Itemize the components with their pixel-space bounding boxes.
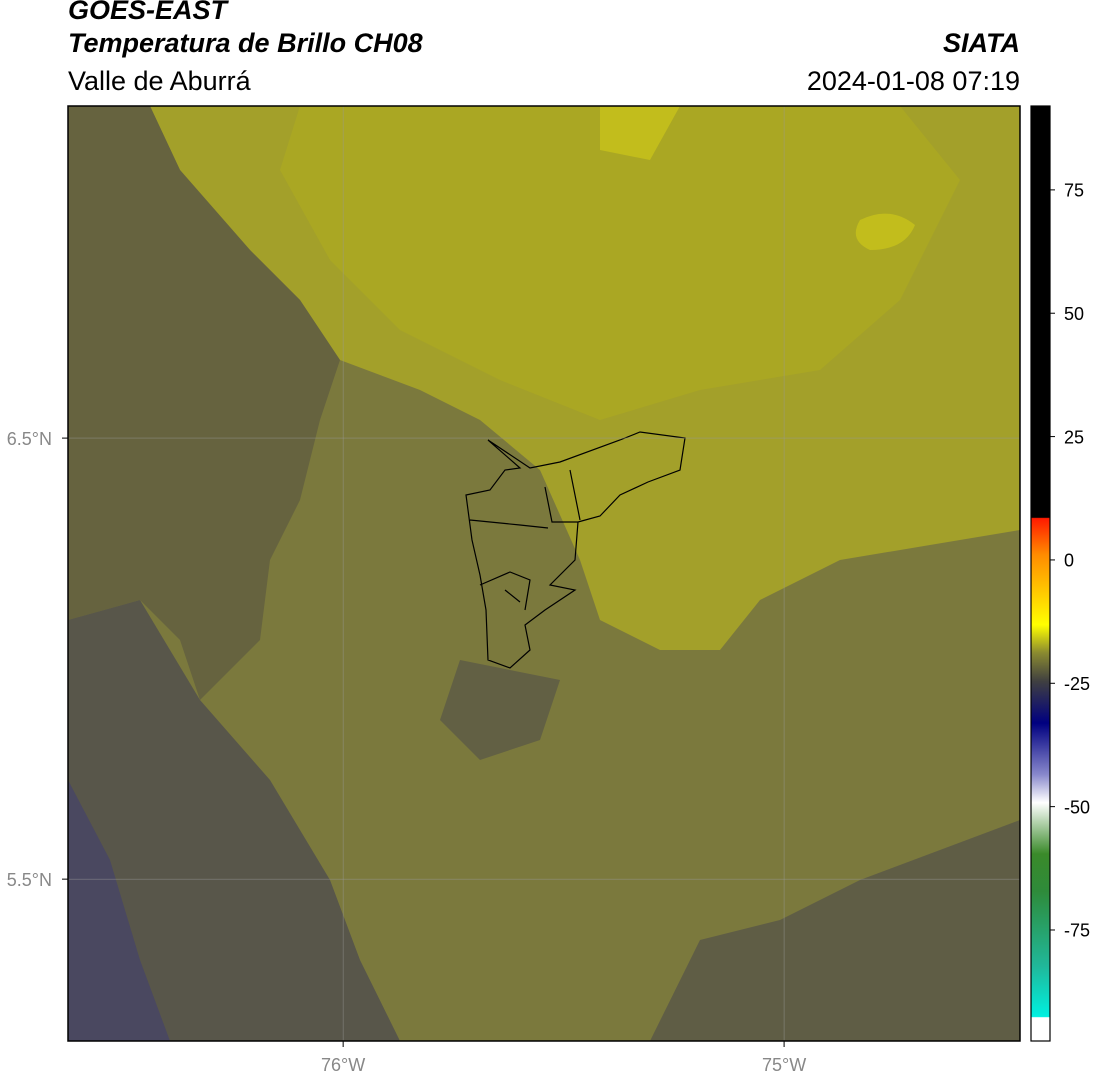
colorbar-tick-label: -75 <box>1064 921 1090 941</box>
colorbar-tick-label: -25 <box>1064 674 1090 694</box>
lon-tick-label: 76°W <box>321 1055 365 1075</box>
colorbar-tick-label: 75 <box>1064 181 1084 201</box>
map <box>68 106 1020 1041</box>
lon-tick-label: 75°W <box>762 1055 806 1075</box>
subtitle: Temperatura de Brillo CH08 <box>68 28 423 58</box>
datetime: 2024-01-08 07:19 <box>807 66 1020 96</box>
colorbar-tick-label: 50 <box>1064 304 1084 324</box>
colorbar <box>1030 105 1051 1042</box>
source: SIATA <box>943 28 1020 58</box>
hot-spots <box>600 106 915 250</box>
cold-region <box>68 600 400 1041</box>
cool-region <box>68 106 340 700</box>
colorbar-tick-label: 0 <box>1064 551 1074 571</box>
colorbar-tick-label: -50 <box>1064 797 1090 817</box>
coldest-region <box>68 780 170 1041</box>
colorbar-tick-label: 25 <box>1064 427 1084 447</box>
map-grid <box>68 106 1020 1041</box>
valley-boundaries <box>465 431 686 669</box>
lat-tick-label: 6.5°N <box>7 429 52 449</box>
cool-southeast <box>650 820 1020 1041</box>
warm-core <box>280 106 960 420</box>
lat-tick-label: 5.5°N <box>7 870 52 890</box>
title: GOES-EAST <box>68 0 230 25</box>
region: Valle de Aburrá <box>68 66 252 96</box>
cool-patch <box>440 660 560 760</box>
map-frame <box>67 105 1021 1042</box>
